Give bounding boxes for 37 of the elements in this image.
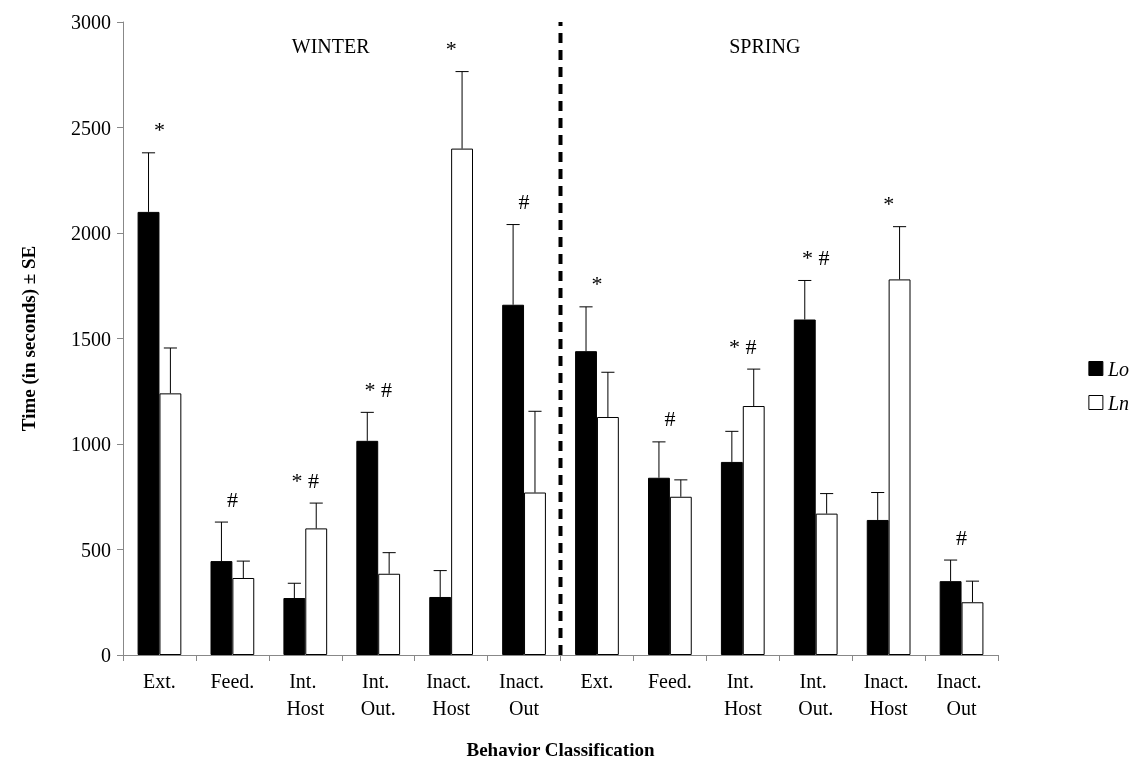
x-tick-label: Ext.: [143, 669, 176, 692]
y-tick-label: 0: [101, 644, 111, 666]
annotation: *: [445, 36, 457, 62]
y-tick-label: 1000: [71, 433, 111, 455]
x-axis-title: Behavior Classification: [466, 739, 655, 760]
annotation: #: [518, 189, 530, 215]
x-tick-label: Int. Out.: [360, 669, 396, 719]
annotation: *: [591, 271, 603, 297]
annotation: * #: [364, 376, 392, 402]
y-tick-label: 2500: [71, 116, 111, 139]
x-tick-label: Int. Host: [723, 669, 763, 719]
annotation: #: [956, 524, 968, 550]
annotation: * #: [729, 333, 757, 359]
annotation: #: [226, 486, 238, 512]
x-tick-label: Inact. Host: [863, 669, 914, 719]
x-tick-label: Int. Host: [286, 669, 325, 719]
y-tick-label: 500: [81, 538, 111, 561]
annotation: * #: [291, 467, 320, 493]
y-axis-title: Time (in seconds) ± SE: [18, 245, 40, 432]
x-tick-label: Feed.: [210, 669, 255, 692]
annotation: #: [664, 406, 676, 432]
x-tick-label: Inact. Out: [499, 669, 550, 719]
x-tick-label: Inact. Host: [426, 669, 477, 719]
annotation: *: [883, 191, 895, 217]
y-tick-label: 2000: [71, 222, 111, 244]
x-tick-label: Int. Out.: [798, 669, 834, 719]
annotation: *: [153, 117, 165, 143]
x-tick-label: Inact. Out: [936, 669, 987, 719]
annotation: * #: [801, 244, 830, 270]
y-tick-label: 3000: [71, 11, 111, 33]
annotation: SPRING: [729, 35, 801, 57]
y-tick-label: 1500: [71, 327, 111, 350]
x-tick-label: Feed.: [647, 669, 692, 692]
x-tick-label: Ext.: [580, 669, 614, 692]
legend-label: Lo: [1106, 357, 1129, 380]
legend-label: Ln: [1106, 391, 1129, 414]
annotation: WINTER: [291, 35, 371, 57]
